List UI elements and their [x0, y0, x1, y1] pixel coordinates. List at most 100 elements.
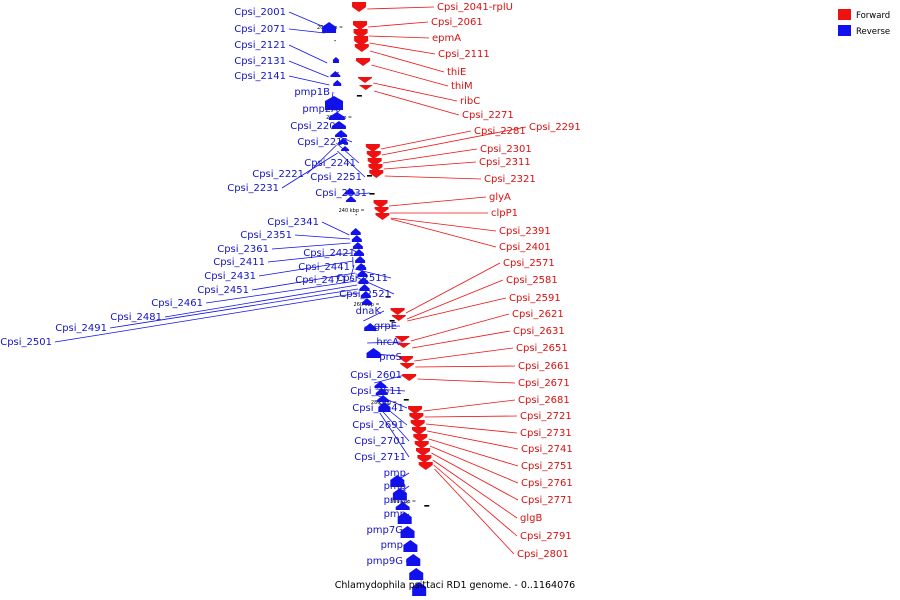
forward-gene-label: clpP1 [491, 208, 518, 219]
reverse-leader-line [349, 264, 355, 281]
reverse-gene-label: pmp [384, 509, 406, 520]
forward-leader-line [433, 464, 518, 537]
forward-leader-line [367, 6, 435, 10]
forward-gene-label: Cpsi_2571 [503, 258, 555, 269]
reverse-gene-feature [378, 402, 391, 412]
forward-gene-label: Cpsi_2721 [520, 411, 572, 422]
reverse-leader-line [54, 292, 359, 343]
reverse-gene-label: Cpsi_2001 [234, 7, 286, 18]
forward-gene-feature [354, 36, 369, 46]
track-dash [389, 320, 395, 322]
reverse-gene-label: Cpsi_2491 [55, 323, 107, 334]
forward-gene-feature [408, 406, 423, 414]
legend: Forward Reverse [838, 9, 890, 37]
forward-leader-line [368, 35, 430, 39]
track-dot [350, 178, 352, 180]
reverse-gene-label: Cpsi_2141 [234, 71, 286, 82]
forward-gene-feature [373, 200, 388, 208]
forward-gene-feature [417, 455, 432, 463]
forward-gene-feature [413, 434, 428, 442]
reverse-gene-feature [364, 323, 377, 331]
forward-gene-label: thiE [447, 67, 466, 78]
gene-labels: Cpsi_2001 Cpsi_2071 Cpsi_2121 Cpsi_2131 Cpsi… [0, 2, 581, 567]
forward-gene-feature [402, 374, 417, 381]
reverse-gene-feature [335, 130, 348, 137]
forward-gene-feature [416, 448, 431, 456]
reverse-gene-feature [412, 582, 427, 596]
reverse-gene-feature [344, 188, 355, 194]
reverse-gene-feature [332, 57, 339, 63]
forward-gene-feature [374, 207, 389, 214]
track-dot [334, 40, 336, 42]
reverse-gene-feature [377, 395, 390, 402]
forward-leader-line [432, 459, 518, 519]
reverse-gene-label: dnaK [356, 306, 382, 317]
forward-gene-feature [375, 213, 390, 220]
forward-gene-feature [357, 77, 372, 83]
forward-gene-label: Cpsi_2061 [431, 17, 483, 28]
forward-gene-label: Cpsi_2111 [438, 49, 490, 60]
forward-leader-line [429, 445, 519, 484]
forward-gene-label: Cpsi_2671 [518, 378, 570, 389]
track-dot [355, 214, 357, 216]
reverse-leader-line [378, 406, 410, 442]
forward-gene-label: Cpsi_2581 [506, 275, 558, 286]
forward-leader-line [423, 399, 516, 412]
forward-gene-feature [400, 363, 415, 369]
forward-gene-feature [366, 151, 381, 159]
forward-gene-feature [358, 85, 373, 90]
forward-leader-line [369, 42, 436, 55]
forward-gene-feature [353, 21, 368, 30]
forward-gene-feature [390, 308, 405, 315]
forward-leader-line [425, 423, 518, 434]
reverse-gene-label: Cpsi_2341 [267, 217, 319, 228]
forward-gene-label: Cpsi_2301 [480, 144, 532, 155]
forward-gene-label: Cpsi_2391 [499, 226, 551, 237]
reverse-leader-line [321, 221, 350, 236]
reverse-gene-label: Cpsi_2701 [354, 436, 406, 447]
reverse-leader-line [205, 280, 357, 304]
forward-gene-feature [412, 427, 427, 435]
reverse-gene-label: pmp9G [366, 556, 403, 567]
reverse-gene-feature [353, 249, 364, 256]
reverse-gene-label: Cpsi_2461 [151, 298, 203, 309]
reverse-gene-label: Cpsi_2221 [252, 169, 304, 180]
reverse-gene-label: Cpsi_2481 [110, 312, 162, 323]
reverse-gene-label: pmp1B [294, 87, 330, 98]
reverse-gene-label: pmp [384, 495, 406, 506]
forward-gene-label: Cpsi_2661 [518, 361, 570, 372]
reverse-gene-feature [357, 270, 368, 277]
reverse-gene-feature [331, 121, 346, 129]
reverse-gene-label: Cpsi_2071 [234, 24, 286, 35]
reverse-leader-line [288, 11, 325, 28]
reverse-gene-feature [392, 488, 407, 500]
forward-leader-line [410, 313, 510, 342]
reverse-gene-feature [406, 554, 421, 566]
forward-leader-line [382, 148, 478, 164]
reverse-leader-line [164, 284, 358, 318]
track-dash [356, 95, 362, 97]
track-dot [392, 430, 394, 432]
tick-label: 280 kbp [371, 400, 391, 406]
reverse-gene-label: Cpsi_2441 [298, 262, 350, 273]
forward-leader-line [381, 130, 472, 150]
reverse-gene-label: Cpsi_2451 [197, 285, 249, 296]
reverse-gene-label: Cpsi_2251 [310, 172, 362, 183]
reverse-gene-feature [330, 71, 341, 77]
track-dot [397, 456, 399, 458]
reverse-leader-line [337, 150, 366, 178]
reverse-gene-label: Cpsi_2241 [304, 158, 356, 169]
forward-gene-label: Cpsi_2741 [521, 444, 573, 455]
forward-gene-feature [409, 413, 424, 421]
forward-leader-line [388, 196, 487, 207]
reverse-gene-feature [341, 146, 350, 151]
reverse-leader-line [354, 268, 392, 279]
reverse-gene-label: hrcA [376, 337, 399, 348]
forward-gene-label: Cpsi_2801 [517, 549, 569, 560]
forward-leader-line [434, 468, 515, 555]
reverse-gene-feature [366, 348, 381, 358]
reverse-leader-line [271, 242, 351, 250]
track-dot [385, 390, 387, 392]
reverse-gene-label: Cpsi_2431 [204, 271, 256, 282]
